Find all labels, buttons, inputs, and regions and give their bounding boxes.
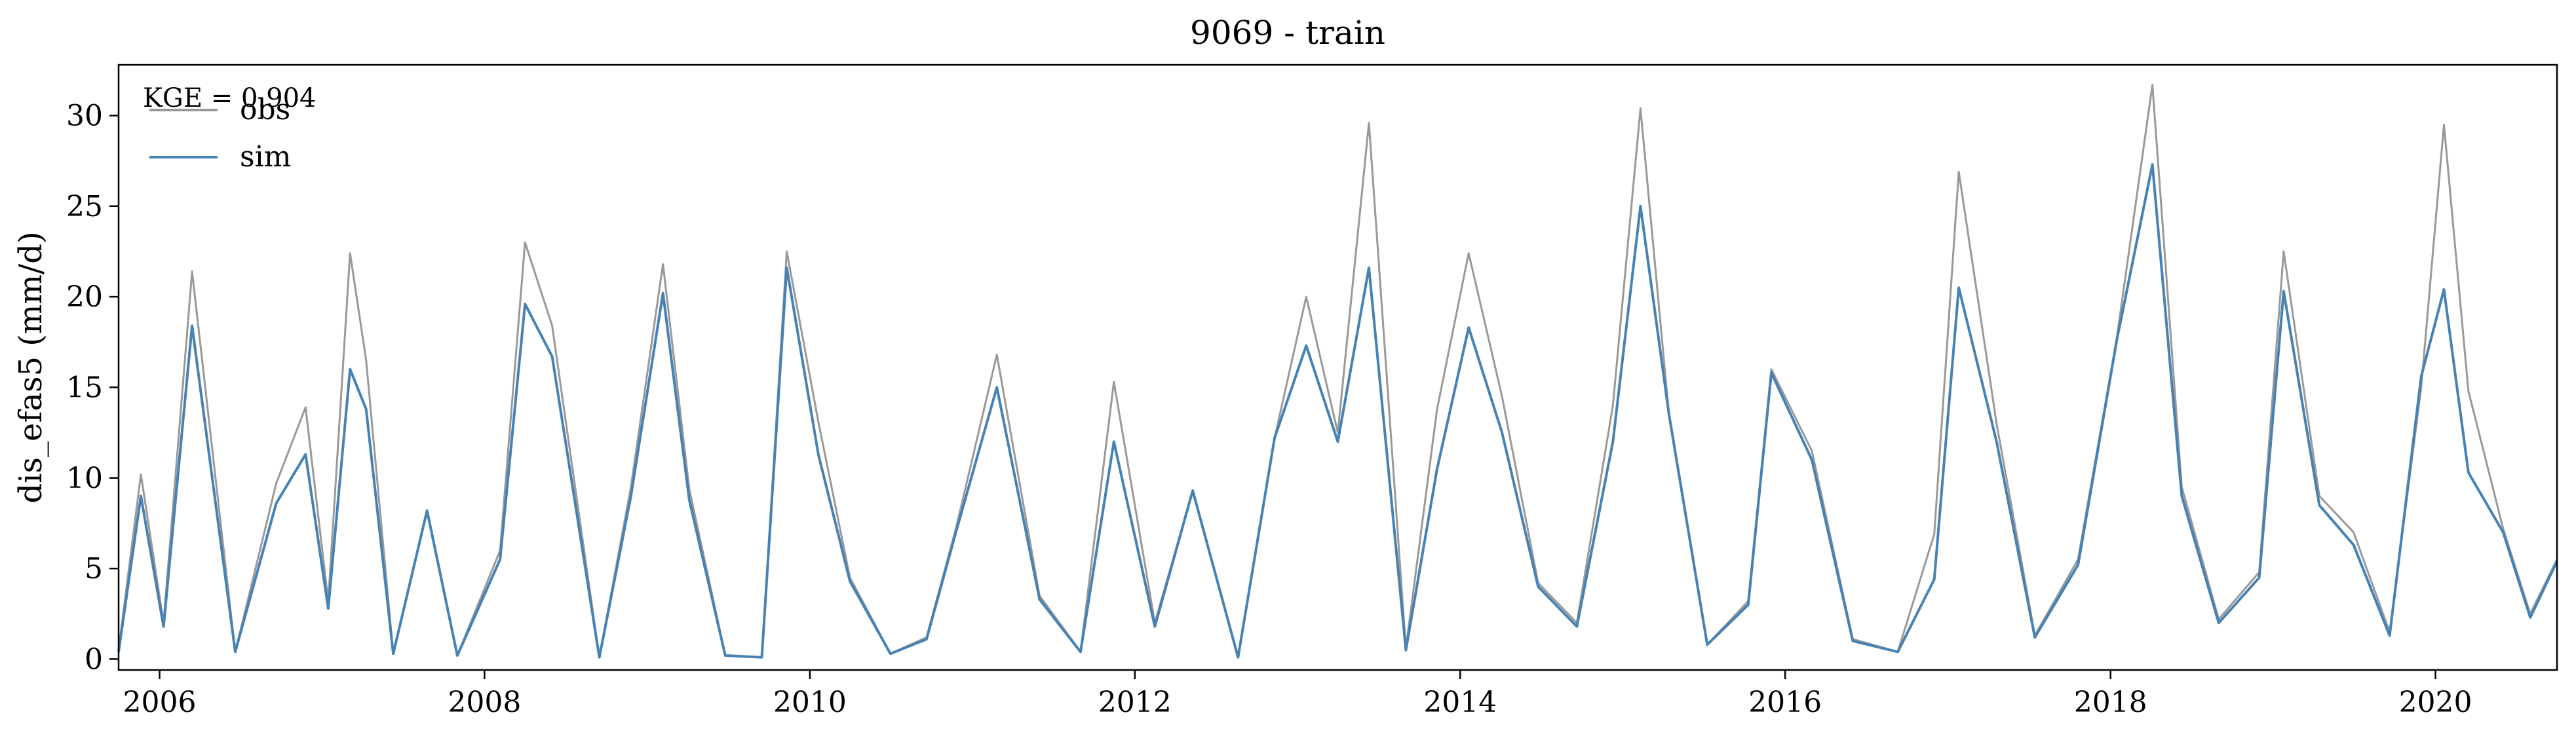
- x-tick-label: 2018: [2074, 686, 2147, 719]
- y-tick-label: 5: [85, 552, 103, 586]
- series-layer: [119, 84, 2557, 657]
- x-axis: 2006 2008 2010 2012 2014 2016 2018 2020: [123, 670, 2472, 719]
- x-tick-label: 2014: [1423, 686, 1497, 719]
- y-tick-label: 10: [66, 462, 103, 495]
- y-axis-label: dis_efas5 (mm/d): [12, 231, 49, 503]
- y-tick-label: 20: [66, 280, 103, 314]
- plot-frame: [119, 65, 2557, 670]
- y-axis: 0 5 10 15 20 25 30: [66, 99, 119, 676]
- y-tick-label: 30: [66, 99, 103, 132]
- kge-annotation: KGE = 0.904: [143, 83, 317, 113]
- x-tick-label: 2006: [123, 686, 196, 719]
- x-tick-label: 2010: [773, 686, 847, 719]
- legend-sim-label: sim: [240, 140, 291, 174]
- x-tick-label: 2012: [1098, 686, 1172, 719]
- chart-title: 9069 - train: [1190, 14, 1385, 52]
- x-tick-label: 2020: [2399, 686, 2472, 719]
- y-tick-label: 0: [85, 642, 103, 676]
- y-tick-label: 15: [66, 371, 103, 404]
- y-tick-label: 25: [66, 190, 103, 223]
- x-tick-label: 2008: [448, 686, 521, 719]
- series-line-sim: [119, 164, 2557, 657]
- series-line-obs: [119, 84, 2557, 657]
- x-tick-label: 2016: [1748, 686, 1822, 719]
